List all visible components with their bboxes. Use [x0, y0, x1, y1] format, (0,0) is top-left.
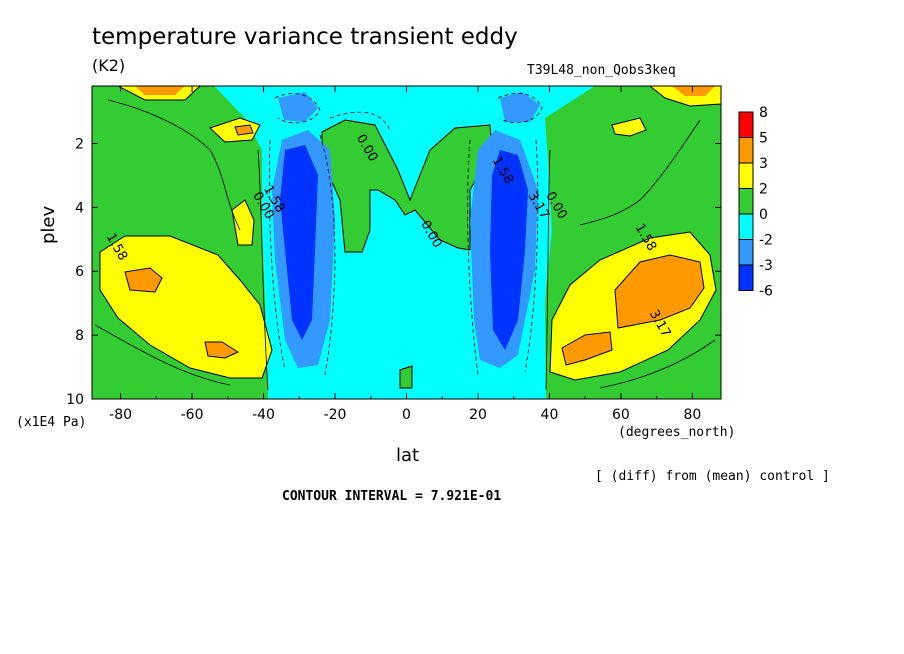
region-sh-orange-1 — [124, 267, 163, 293]
x-tick-label: -40 — [252, 407, 275, 423]
region-sh-upper-yellow — [209, 117, 261, 143]
colorbar-swatch — [738, 239, 754, 266]
colorbar-label: 2 — [759, 182, 768, 198]
y-axis: 2 4 6 8 10 — [66, 136, 721, 408]
region-equatorial-blob — [399, 365, 413, 389]
x-axis-units: (degrees_north) — [618, 425, 736, 440]
colorbar-swatch — [738, 111, 754, 138]
colorbar-label: 5 — [759, 131, 768, 147]
run-id: T39L48_non_Qobs3keq — [527, 63, 676, 78]
diff-note: [ (diff) from (mean) control ] — [595, 469, 830, 484]
colorbar-label: 0 — [759, 207, 768, 223]
y-tick-label: 10 — [66, 392, 84, 408]
region-equatorial-positive — [321, 119, 493, 253]
x-axis-label: lat — [396, 445, 420, 466]
colorbar-swatch — [738, 213, 754, 240]
x-tick-label: 20 — [469, 407, 487, 423]
colorbar-label: -3 — [759, 258, 773, 274]
region-sh-deep — [280, 145, 318, 340]
colorbar-swatch — [738, 137, 754, 164]
colorbar-swatch — [738, 188, 754, 215]
y-tick-label: 4 — [75, 200, 84, 216]
y-tick-label: 2 — [75, 136, 84, 152]
filled-contours: 0.000.000.001.581.583.170.001.58 1.583.17 — [92, 86, 721, 399]
x-tick-label: 40 — [541, 407, 559, 423]
colorbar-label: 8 — [759, 105, 768, 121]
contour-interval: CONTOUR INTERVAL = 7.921E-01 — [282, 489, 502, 504]
region-nh-top-orange — [672, 86, 715, 96]
x-axis: -80 -60 -40 -20 0 20 40 60 80 — [109, 86, 701, 423]
region-nh-orange-1 — [614, 254, 705, 329]
x-tick-label: 0 — [402, 407, 411, 423]
colorbar-swatch — [738, 264, 754, 291]
x-tick-label: -60 — [181, 407, 204, 423]
region-nh-upper-blue — [500, 92, 540, 122]
x-tick-label: 60 — [612, 407, 630, 423]
dashed-contours — [268, 93, 543, 376]
region-nh-deep — [490, 150, 528, 350]
colorbar-label: 3 — [759, 156, 768, 172]
x-tick-label: -20 — [324, 407, 347, 423]
region-sh-upper-blue — [278, 92, 318, 122]
x-tick-label: -80 — [109, 407, 132, 423]
region-sh-orange-2 — [204, 341, 240, 359]
thin-contours — [94, 99, 716, 391]
x-tick-label: 80 — [683, 407, 701, 423]
region-nh-orange-2 — [561, 331, 613, 366]
colorbar: 8 5 3 2 0 -2 -3 -6 — [738, 105, 773, 300]
y-tick-label: 6 — [75, 264, 84, 280]
region-sh-top-orange — [135, 86, 185, 95]
y-axis-units: (x1E4 Pa) — [16, 415, 87, 430]
chart-title: temperature variance transient eddy — [92, 24, 518, 50]
region-sh-yellow-small — [231, 199, 255, 246]
colorbar-label: -2 — [759, 233, 773, 249]
y-tick-label: 8 — [75, 328, 84, 344]
colorbar-swatch — [738, 162, 754, 189]
colorbar-label: -6 — [759, 284, 773, 300]
chart-units: (K2) — [92, 56, 126, 75]
region-sh-upper-orange — [234, 124, 254, 136]
region-nh-upper-yellow — [611, 117, 647, 137]
